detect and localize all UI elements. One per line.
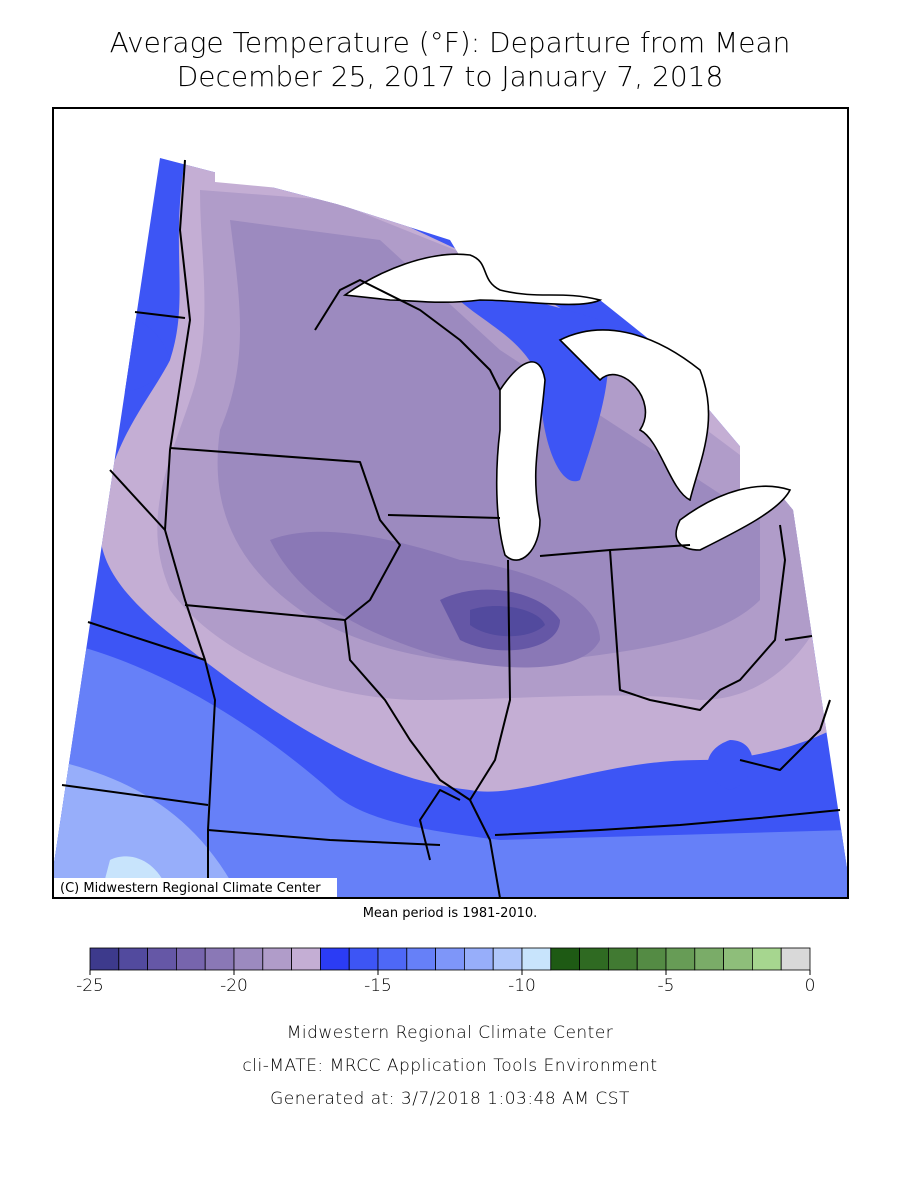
color-swatch [723,947,753,971]
color-swatch [636,947,667,971]
color-swatch [550,947,580,971]
tick-label: -10 [508,976,536,996]
title: Average Temperature (°F): Departure from… [110,26,791,59]
color-swatch [89,947,120,971]
tick-label: -20 [220,976,248,996]
footer-line: cli-MATE: MRCC Application Tools Environ… [242,1056,657,1076]
color-swatch [492,947,523,971]
color-swatch [694,947,724,971]
map-credit: (C) Midwestern Regional Climate Center [60,881,321,896]
footer-line: Generated at: 3/7/2018 1:03:48 AM CST [270,1089,630,1109]
color-swatch [118,947,149,971]
color-swatch [377,947,408,971]
tick-label: -5 [658,976,675,996]
subtitle: December 25, 2017 to January 7, 2018 [177,60,724,93]
color-legend: -25 -20 -15 -10 -5 0 [76,947,816,996]
footer-line: Midwestern Regional Climate Center [287,1023,614,1043]
color-swatch [435,947,465,971]
color-swatch [291,947,321,971]
color-swatch [348,947,379,971]
state-borders [61,159,841,899]
map: (C) Midwestern Regional Climate Center [52,107,849,899]
color-swatch [204,947,235,971]
map-note: Mean period is 1981-2010. [363,906,538,921]
color-swatch [752,947,782,971]
color-swatch [175,947,206,971]
color-swatch [780,947,811,971]
tick-label: -15 [364,976,392,996]
color-swatch [463,947,494,971]
color-swatch [608,947,638,971]
color-swatch [319,947,350,971]
color-swatch [147,947,177,971]
color-swatch [665,947,696,971]
tick-label: 0 [805,976,816,996]
color-swatch [262,947,292,971]
color-swatch [521,947,552,971]
color-swatch [233,947,264,971]
tick-label: -25 [76,976,104,996]
color-swatch [406,947,436,971]
color-swatch [579,947,609,971]
